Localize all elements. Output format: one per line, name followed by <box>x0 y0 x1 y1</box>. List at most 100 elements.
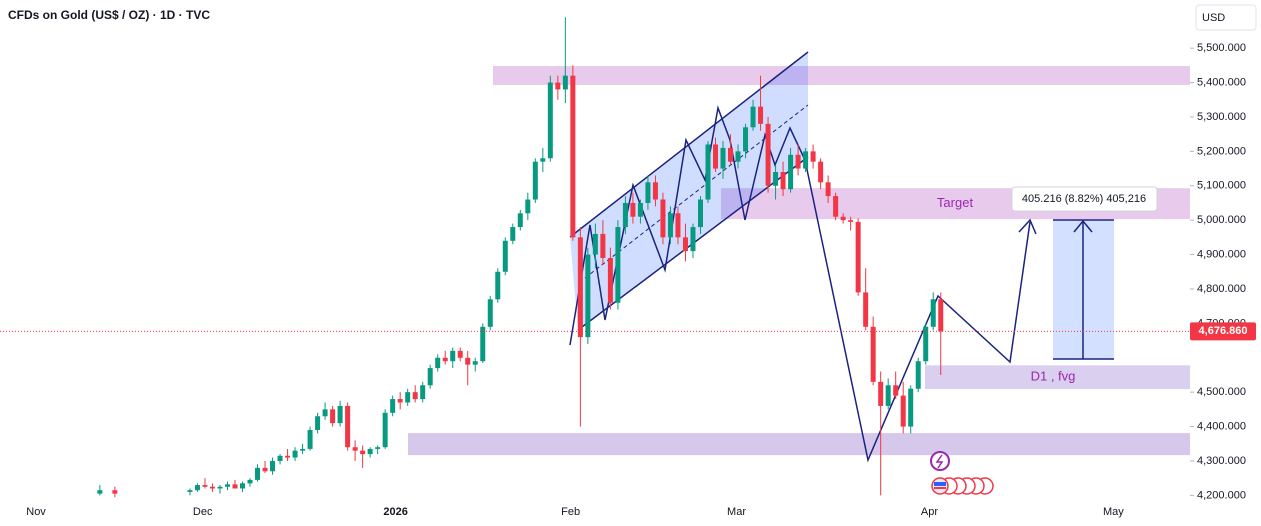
candle-body <box>900 395 906 427</box>
x-tick-label: 2026 <box>383 506 407 518</box>
candle-body <box>562 75 568 90</box>
x-tick-label: Dec <box>193 506 213 518</box>
candle-body <box>352 447 358 451</box>
candle-body <box>855 221 861 293</box>
event-icon-bolt <box>935 454 944 469</box>
candle-body <box>833 196 839 217</box>
candle-body <box>615 227 621 303</box>
candle-body <box>480 326 486 362</box>
candle-body <box>397 399 403 403</box>
x-tick-label: Apr <box>921 506 938 518</box>
ruler-label: 405.216 (8.82%) 405,216 <box>1022 193 1146 205</box>
candle-body <box>577 237 583 338</box>
zones: Target D1 , fvg <box>408 66 1190 456</box>
zone <box>925 365 1190 390</box>
y-tick-label: 5,300.000 <box>1197 111 1246 123</box>
y-tick-label: 4,900.000 <box>1197 248 1246 260</box>
channel-upper <box>569 51 809 238</box>
candle-body <box>420 385 426 400</box>
candle-body <box>803 151 809 169</box>
candle-body <box>187 490 193 492</box>
event-icon[interactable] <box>930 451 950 471</box>
candle-body <box>893 385 899 396</box>
zone <box>493 66 1190 85</box>
price-axis-bg <box>1190 0 1261 526</box>
channel-mid <box>584 104 809 279</box>
candle-body <box>938 299 944 332</box>
ruler-arrowhead <box>1073 219 1093 233</box>
candle-body <box>502 240 508 272</box>
candle-body <box>743 127 749 152</box>
candle-body <box>495 271 501 300</box>
currency-button[interactable] <box>1195 4 1257 31</box>
candle-body <box>375 447 381 449</box>
candle-body <box>885 385 891 406</box>
candle-body <box>240 483 246 489</box>
candle-body <box>547 82 553 159</box>
candle-body <box>675 213 681 238</box>
candle-body <box>735 151 741 162</box>
candle-body <box>728 147 734 162</box>
candle-body <box>908 388 914 427</box>
y-tick-label: 4,200.000 <box>1197 489 1246 501</box>
x-tick-label: Nov <box>26 506 46 518</box>
last-price-label: 4,676.860 <box>1199 325 1248 337</box>
candle-body <box>405 392 411 403</box>
candle-body <box>690 227 696 252</box>
candle-body <box>277 455 283 461</box>
candle-body <box>412 392 418 400</box>
y-tick-label: 5,200.000 <box>1197 145 1246 157</box>
channel-fill <box>570 52 808 330</box>
candle-body <box>315 416 321 431</box>
candle-body <box>713 144 719 169</box>
candle-body <box>555 82 561 90</box>
candle-body <box>863 292 869 327</box>
candle-body <box>255 467 261 480</box>
candle-body <box>367 448 373 455</box>
candle-body <box>923 326 929 362</box>
projection-arrow <box>1018 218 1037 235</box>
candle-body <box>465 357 471 365</box>
candle-body <box>667 213 673 238</box>
candle-body <box>930 299 936 327</box>
candle-body <box>262 467 268 472</box>
zone <box>408 433 1190 456</box>
candle-body <box>247 479 253 484</box>
candle-body <box>517 213 523 228</box>
candle-body <box>300 448 306 451</box>
candle-body <box>607 258 613 303</box>
candle-body <box>532 161 538 200</box>
candle-body <box>292 450 298 458</box>
x-tick-label: Feb <box>561 506 580 518</box>
zone-label: Target <box>937 195 974 210</box>
candle-body <box>765 123 771 186</box>
y-tick-label: 5,500.000 <box>1197 42 1246 54</box>
candle-body <box>285 455 291 458</box>
candle-body <box>780 172 786 190</box>
y-tick-label: 4,800.000 <box>1197 283 1246 295</box>
candle-body <box>194 485 200 491</box>
candle-body <box>525 199 531 214</box>
candle-body <box>112 490 118 494</box>
candle-body <box>337 405 343 424</box>
candle-body <box>202 485 208 487</box>
candle-body <box>758 106 764 124</box>
projection <box>804 159 1031 463</box>
last-price-tag <box>1190 322 1256 341</box>
candle-body <box>825 182 831 197</box>
y-tick-label: 4,500.000 <box>1197 386 1246 398</box>
candle-body <box>660 199 666 238</box>
candle-body <box>217 486 223 489</box>
candle-body <box>442 357 448 362</box>
x-tick-label: May <box>1103 506 1124 518</box>
candle-body <box>224 484 230 487</box>
candle-body <box>682 237 688 252</box>
y-tick-label: 5,400.000 <box>1197 76 1246 88</box>
event-icons[interactable] <box>930 451 994 495</box>
candle-body <box>570 75 576 238</box>
candle-body <box>450 350 456 362</box>
candle-body <box>600 233 606 259</box>
currency[interactable]: USD <box>1202 12 1225 24</box>
candle-body <box>720 147 726 169</box>
candle-body <box>810 151 816 162</box>
